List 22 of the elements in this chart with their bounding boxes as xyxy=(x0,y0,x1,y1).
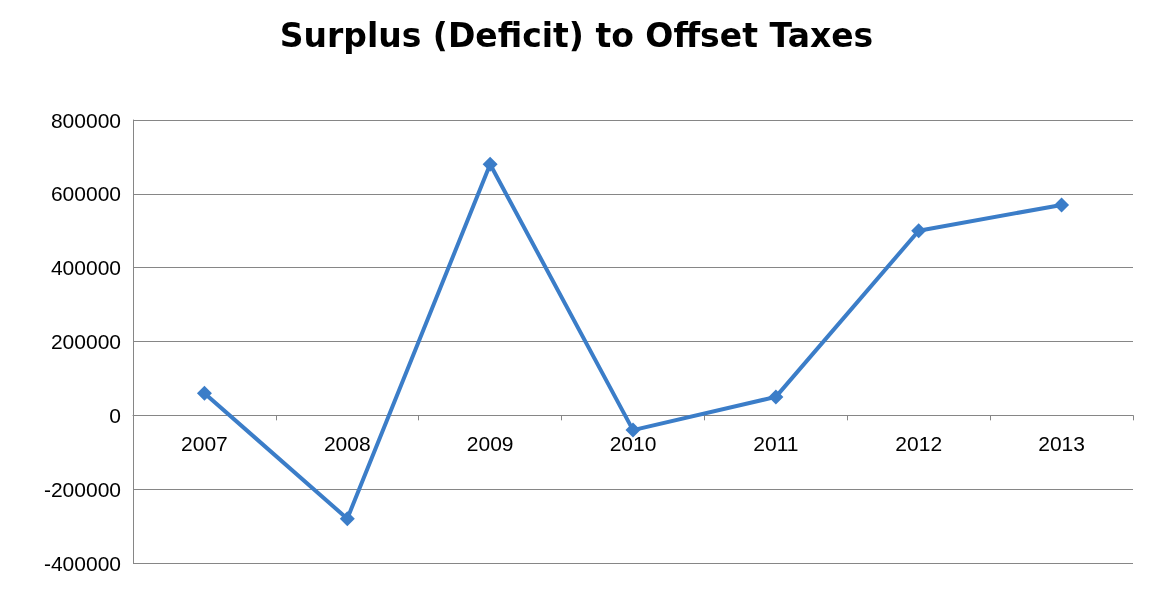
point xyxy=(625,422,641,438)
y-tick-label: -200000 xyxy=(43,477,121,501)
point xyxy=(911,223,927,239)
point xyxy=(768,389,784,405)
point xyxy=(482,156,498,172)
point xyxy=(339,511,355,527)
x-tick-label: 2011 xyxy=(753,432,799,456)
y-tick-label: -400000 xyxy=(43,551,121,575)
x-tick-label: 2012 xyxy=(895,432,943,456)
y-tick-label: 600000 xyxy=(50,182,121,206)
x-tick-label: 2009 xyxy=(466,432,514,456)
chart-title: Surplus (Deficit) to Offset Taxes xyxy=(279,16,874,55)
y-tick-label: 400000 xyxy=(50,256,121,280)
point xyxy=(1054,197,1070,213)
x-tick-label: 2010 xyxy=(609,432,657,456)
point xyxy=(196,385,212,401)
y-tick-label: 0 xyxy=(109,403,121,427)
y-tick-label: 800000 xyxy=(50,108,121,132)
x-tick-label: 2013 xyxy=(1038,432,1085,456)
y-tick-label: 200000 xyxy=(50,330,121,353)
x-tick-label: 2007 xyxy=(181,432,228,456)
x-tick-label: 2008 xyxy=(323,432,371,456)
